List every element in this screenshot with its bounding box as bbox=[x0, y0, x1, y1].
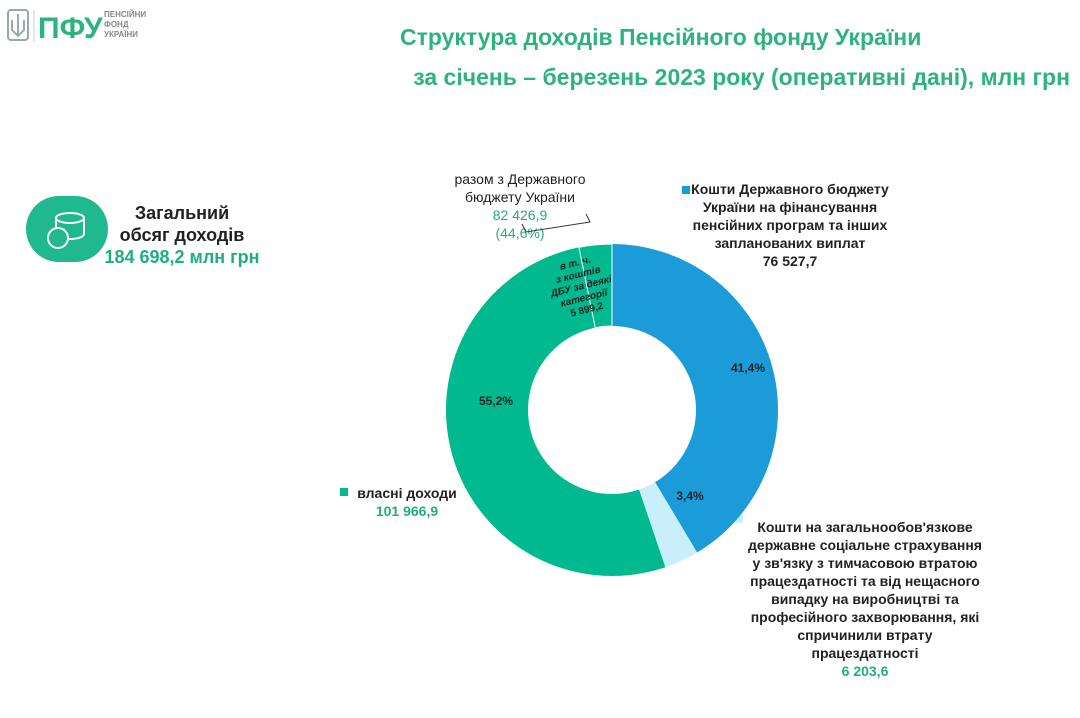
legend-value: 101 966,9 bbox=[375, 503, 439, 519]
sub-slice-text: категорії bbox=[560, 287, 610, 310]
budget-label: разом з Державного бюджету України bbox=[454, 171, 586, 205]
total-icon bbox=[26, 196, 108, 262]
share-label: 3,4% bbox=[676, 489, 704, 503]
legend-label: власні доходи bbox=[357, 485, 457, 501]
title: Структура доходів Пенсійного фонду Украї… bbox=[400, 24, 922, 50]
legend-label: Кошти на загальнообов'язкове державне со… bbox=[748, 519, 982, 661]
total-line: Загальний bbox=[134, 203, 230, 223]
sub-slice-text: в т. ч. bbox=[559, 254, 592, 272]
share-label: 41,4% bbox=[731, 361, 765, 375]
donut-segment bbox=[638, 482, 698, 568]
legend-marker bbox=[340, 488, 348, 496]
total-line: обсяг доходів bbox=[119, 225, 245, 245]
legend-marker bbox=[682, 186, 690, 194]
total-value: 184 698,2 млн грн bbox=[104, 247, 260, 267]
legend-entry: власні доходи 101 966,9 bbox=[352, 484, 462, 520]
sub-slice-text: ДБУ за деякі bbox=[549, 274, 614, 300]
logo-line: УКРАЇНИ bbox=[104, 30, 138, 39]
sub-slice bbox=[578, 243, 613, 329]
legend-label: Кошти Державного бюджету України на фіна… bbox=[691, 181, 889, 251]
logo-line: ФОНД bbox=[104, 20, 129, 29]
budget-share: (44,6%) bbox=[495, 225, 545, 241]
title: за січень – березень 2023 року (оператив… bbox=[413, 64, 1070, 90]
budget-total: разом з Державного бюджету України 82 42… bbox=[440, 170, 600, 242]
logo-line: ПЕНСІЙНИЙ bbox=[104, 10, 146, 19]
donut-segment bbox=[445, 244, 666, 576]
legend-marker bbox=[735, 515, 743, 523]
legend-entry: Кошти Державного бюджету України на фіна… bbox=[690, 180, 890, 270]
legend-entry: Кошти на загальнообов'язкове державне со… bbox=[745, 518, 985, 680]
legend-value: 76 527,7 bbox=[762, 253, 818, 269]
donut-segment bbox=[612, 244, 778, 553]
sub-slice-value: 5 899,2 bbox=[569, 301, 604, 320]
share-label: 55,2% bbox=[479, 394, 513, 408]
sub-slice-text: з коштів bbox=[555, 264, 602, 286]
logo-text: ПФУ bbox=[38, 12, 103, 45]
total-label: Загальний обсяг доходів 184 698,2 млн гр… bbox=[102, 202, 262, 268]
budget-value: 82 426,9 bbox=[492, 207, 548, 223]
legend-value: 6 203,6 bbox=[841, 663, 889, 679]
logo: ПФУ ПЕНСІЙНИЙ ФОНД УКРАЇНИ bbox=[7, 9, 146, 45]
